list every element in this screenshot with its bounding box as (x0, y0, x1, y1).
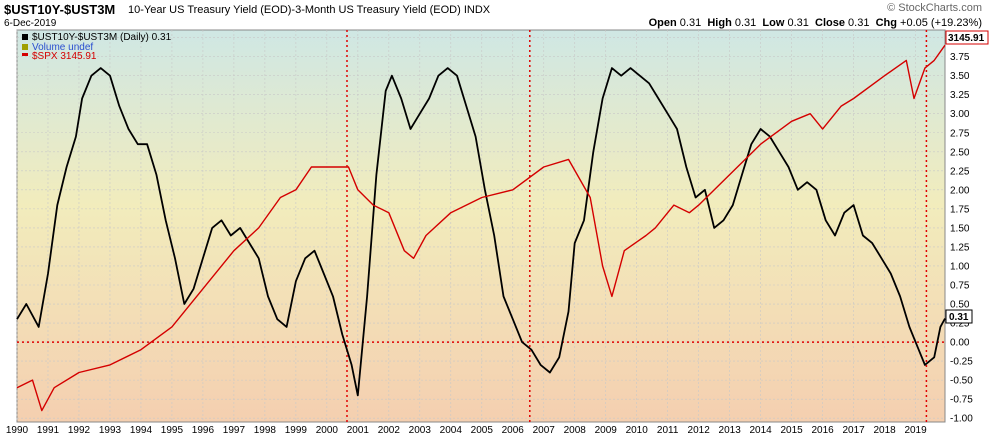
plot-background (16, 29, 946, 423)
y-tick-label: -0.75 (950, 395, 973, 406)
y-tick-label: 1.50 (950, 223, 970, 234)
x-tick-label: 2014 (750, 425, 773, 436)
last-value-tags: 3145.91 0.31 (945, 30, 989, 324)
watermark: © StockCharts.com (887, 2, 982, 14)
legend-spx-swatch (22, 53, 28, 56)
y-tick-label: 0.25 (950, 319, 970, 330)
chart-date: 6-Dec-2019 (4, 18, 57, 29)
legend-volume-swatch (22, 44, 28, 50)
low-label: Low (762, 17, 785, 29)
chg-value: +0.05 (+19.23%) (900, 17, 982, 29)
x-tick-label: 1998 (254, 425, 277, 436)
spx-last-tag: 3145.91 (948, 33, 985, 44)
spread-last-tag-box (945, 309, 973, 324)
exchange-text: INDX (463, 4, 491, 16)
x-axis: 1990 1991 1992 1993 1994 1995 1996 1997 1998 1999… (6, 425, 927, 436)
y-tick-label: 1.00 (950, 261, 970, 272)
y-tick-label: 3.50 (950, 71, 970, 82)
y-tick-label: 2.25 (950, 166, 970, 177)
close-value: 0.31 (848, 17, 870, 29)
y-tick-label: 1.25 (950, 242, 970, 253)
x-tick-label: 1994 (130, 425, 153, 436)
quote-readout: Open 0.31 High 0.31 Low 0.31 Close 0.31 … (649, 17, 982, 29)
x-tick-label: 2015 (780, 425, 803, 436)
chart-description: 10-Year US Treasury Yield (EOD)-3-Month … (128, 4, 490, 16)
series-lines (16, 44, 946, 412)
x-tick-label: 2002 (378, 425, 401, 436)
legend-spread: $UST10Y-$UST3M (Daily) 0.31 (32, 32, 172, 43)
y-tick-label: -1.00 (950, 414, 973, 425)
y-tick-label: -0.25 (950, 357, 973, 368)
x-tick-label: 2006 (502, 425, 525, 436)
x-tick-label: 2017 (842, 425, 865, 436)
x-tick-label: 2011 (657, 425, 679, 436)
x-tick-label: 2018 (873, 425, 896, 436)
x-tick-label: 2001 (347, 425, 370, 436)
x-tick-label: 1996 (192, 425, 215, 436)
x-tick-label: 1992 (68, 425, 91, 436)
x-tick-label: 2004 (440, 425, 463, 436)
y-tick-label: 0.50 (950, 300, 970, 311)
chart-symbol: $UST10Y-$UST3M (4, 2, 116, 17)
y-tick-label: 2.75 (950, 128, 970, 139)
y-tick-label: -0.50 (950, 376, 973, 387)
legend-volume: Volume undef (32, 42, 93, 53)
x-tick-label: 1995 (161, 425, 184, 436)
x-tick-label: 2007 (533, 425, 556, 436)
y-tick-label: 1.75 (950, 204, 970, 215)
y-axis: 4.003.753.503.253.002.752.502.252.001.75… (950, 33, 973, 425)
y-tick-label: 0.00 (950, 338, 970, 349)
high-value: 0.31 (734, 17, 757, 29)
x-tick-label: 1993 (99, 425, 122, 436)
y-tick-label: 2.50 (950, 147, 970, 158)
x-tick-label: 1999 (285, 425, 308, 436)
x-tick-label: 2016 (811, 425, 834, 436)
spx-last-tag-box (945, 30, 989, 45)
spread-series-line (16, 67, 946, 397)
open-label: Open (648, 17, 677, 29)
reference-lines (17, 30, 945, 422)
description-text: 10-Year US Treasury Yield (EOD)-3-Month … (128, 4, 461, 16)
y-tick-label: 3.00 (950, 109, 970, 120)
legend-spread-swatch (22, 34, 28, 40)
x-tick-label: 2019 (904, 425, 927, 436)
x-tick-label: 2010 (626, 425, 649, 436)
chg-label: Chg (875, 17, 897, 29)
x-tick-label: 2008 (564, 425, 587, 436)
open-value: 0.31 (679, 17, 702, 29)
y-tick-label: 2.00 (950, 185, 970, 196)
x-tick-label: 2000 (316, 425, 339, 436)
x-tick-label: 2009 (595, 425, 618, 436)
x-tick-label: 1991 (37, 425, 60, 436)
x-tick-label: 2012 (688, 425, 711, 436)
x-tick-label: 2003 (409, 425, 432, 436)
high-label: High (707, 17, 732, 29)
x-tick-label: 1990 (6, 425, 29, 436)
x-tick-label: 2005 (471, 425, 494, 436)
legend-spx: $SPX 3145.91 (32, 51, 97, 62)
spread-last-tag: 0.31 (949, 312, 969, 323)
x-tick-label: 2013 (719, 425, 742, 436)
y-tick-label: 0.75 (950, 280, 970, 291)
close-label: Close (815, 17, 845, 29)
spx-series-line (16, 44, 946, 412)
legend: $UST10Y-$UST3M (Daily) 0.31 Volume undef… (22, 32, 172, 62)
low-value: 0.31 (787, 17, 809, 29)
y-tick-label: 3.75 (950, 52, 970, 63)
y-tick-label: 3.25 (950, 90, 970, 101)
x-tick-label: 1997 (223, 425, 246, 436)
